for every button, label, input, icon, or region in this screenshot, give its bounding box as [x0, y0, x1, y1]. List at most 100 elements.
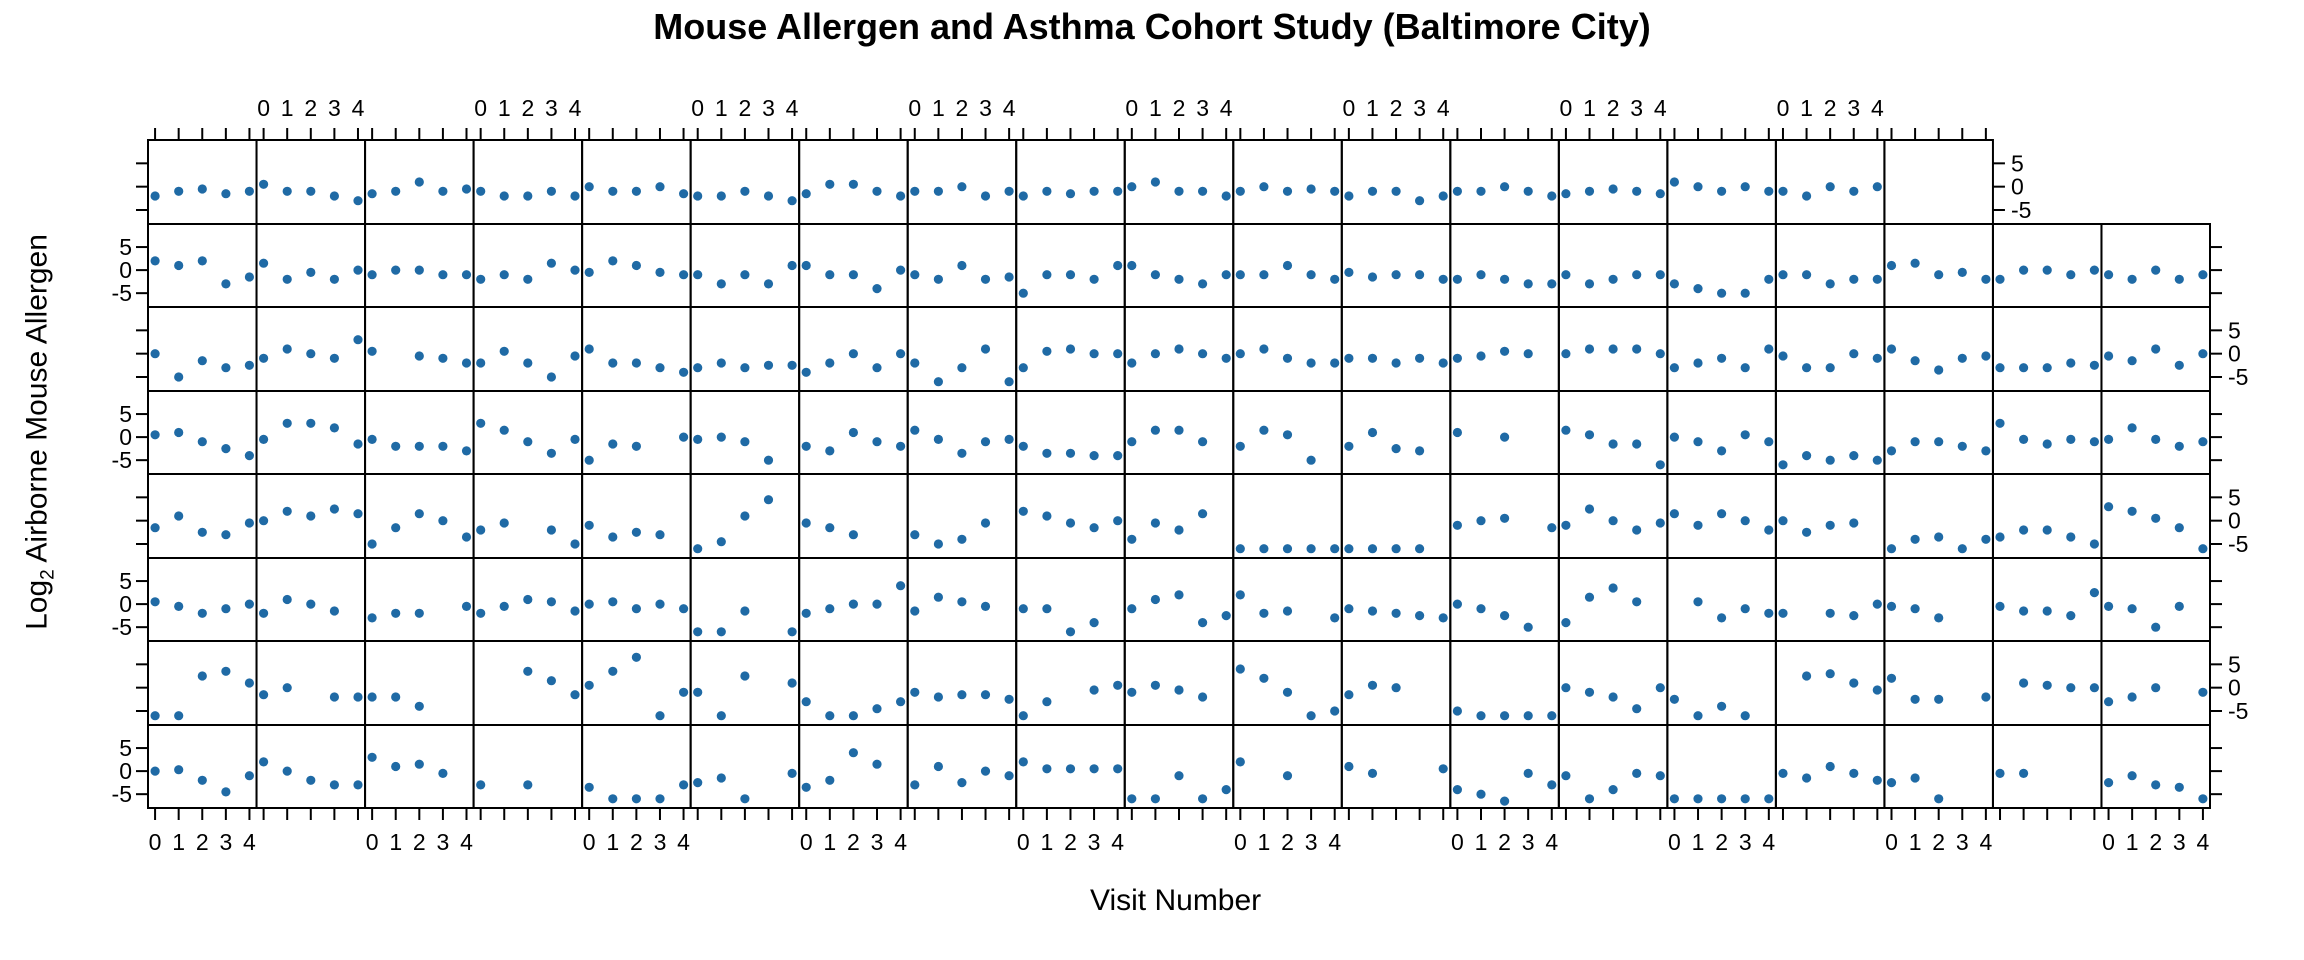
- data-point: [1655, 460, 1665, 470]
- data-point: [1113, 680, 1123, 690]
- data-point: [2089, 265, 2099, 275]
- x-tick-label-bottom: 3: [437, 829, 450, 855]
- data-point: [2066, 434, 2076, 444]
- panel: [689, 139, 801, 225]
- data-point: [523, 437, 533, 447]
- data-point: [1764, 186, 1774, 196]
- data-point: [1198, 279, 1208, 289]
- panel: [1123, 473, 1235, 559]
- data-point: [1910, 258, 1920, 268]
- data-point: [1018, 757, 1028, 767]
- data-point: [631, 527, 642, 537]
- data-point: [150, 711, 160, 721]
- y-tick-label-left: 0: [119, 758, 132, 784]
- data-point: [1500, 711, 1510, 721]
- data-point: [1282, 544, 1293, 554]
- data-point: [476, 358, 486, 368]
- data-point: [1802, 191, 1812, 201]
- data-point: [980, 191, 991, 201]
- data-point: [499, 601, 509, 612]
- data-point: [174, 186, 184, 196]
- data-point: [1669, 432, 1679, 442]
- panel: [147, 306, 258, 392]
- panel: [1557, 557, 1669, 642]
- data-point: [1934, 613, 1944, 623]
- data-point: [461, 601, 472, 612]
- data-point: [329, 423, 339, 433]
- data-point: [1693, 597, 1703, 607]
- x-tick-label-top: 1: [281, 95, 294, 121]
- data-point: [1018, 604, 1028, 614]
- data-point: [174, 765, 184, 775]
- data-point: [570, 191, 580, 201]
- data-point: [1608, 785, 1618, 795]
- data-point: [896, 581, 906, 591]
- data-point: [1198, 692, 1208, 702]
- data-point: [244, 451, 254, 461]
- data-point: [461, 270, 472, 280]
- y-axis-label-main: Log: [20, 579, 54, 630]
- data-point: [801, 697, 811, 707]
- x-tick-label-bottom: 3: [1088, 829, 1101, 855]
- data-point: [1113, 260, 1123, 271]
- data-point: [848, 427, 859, 438]
- y-tick-label-left: 0: [119, 257, 132, 283]
- chart-title: Mouse Allergen and Asthma Cohort Study (…: [653, 6, 1651, 47]
- data-point: [896, 697, 906, 707]
- data-point: [608, 597, 618, 607]
- panel: [147, 223, 258, 308]
- data-point: [1113, 186, 1123, 196]
- x-tick-label-bottom: 0: [1234, 829, 1247, 855]
- data-point: [1655, 683, 1665, 693]
- data-point: [1632, 270, 1642, 280]
- data-point: [825, 523, 835, 533]
- data-point: [957, 534, 967, 544]
- data-point: [1547, 279, 1557, 289]
- data-point: [570, 351, 580, 361]
- data-point: [2089, 588, 2099, 598]
- data-point: [631, 260, 642, 271]
- x-tick-label-bottom: 1: [1692, 829, 1705, 855]
- data-point: [679, 687, 689, 697]
- data-point: [1500, 432, 1510, 442]
- y-tick-label-right: 5: [2228, 484, 2241, 510]
- data-point: [1306, 711, 1316, 721]
- data-point: [150, 430, 160, 440]
- data-point: [1693, 182, 1703, 192]
- panel: [1123, 139, 1235, 225]
- data-point: [329, 504, 339, 514]
- data-point: [848, 530, 859, 540]
- data-point: [2198, 270, 2208, 280]
- x-tick-label-top: 0: [1560, 95, 1573, 121]
- data-point: [1910, 437, 1920, 447]
- panel: [1883, 640, 1994, 726]
- data-point: [367, 346, 377, 356]
- data-point: [1330, 274, 1340, 284]
- data-point: [1849, 518, 1859, 528]
- data-point: [391, 608, 401, 618]
- x-tick-label-top: 4: [352, 95, 365, 121]
- data-point: [608, 256, 618, 266]
- data-point: [1981, 692, 1991, 702]
- data-point: [1198, 349, 1208, 359]
- data-point: [546, 258, 557, 268]
- data-point: [2151, 780, 2161, 790]
- data-point: [1740, 288, 1750, 298]
- data-point: [1127, 260, 1137, 271]
- x-tick-label-top: 0: [691, 95, 704, 121]
- data-point: [1910, 356, 1920, 366]
- panel: [798, 306, 909, 392]
- data-point: [1608, 439, 1618, 449]
- data-point: [1344, 761, 1354, 772]
- data-point: [1849, 186, 1859, 196]
- data-point: [1367, 353, 1378, 363]
- panel: [798, 557, 909, 642]
- data-point: [584, 680, 594, 690]
- data-point: [1655, 349, 1665, 359]
- data-point: [1018, 441, 1028, 451]
- y-tick-label-left: 5: [119, 735, 132, 761]
- x-tick-label-bottom: 0: [1668, 829, 1681, 855]
- data-point: [476, 418, 486, 428]
- x-tick-label-bottom: 0: [149, 829, 162, 855]
- x-tick-label-top: 2: [1607, 95, 1620, 121]
